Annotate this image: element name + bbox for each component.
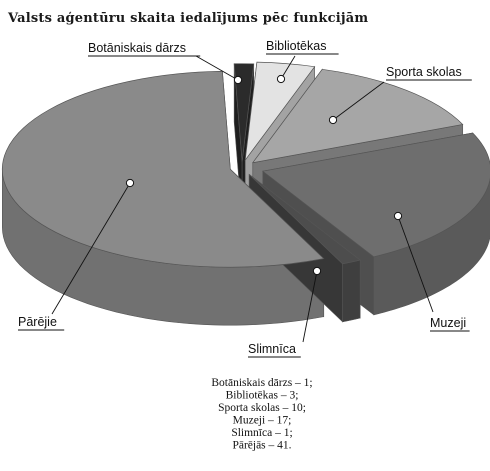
callout-leader-4 [397, 215, 434, 313]
callout-dot-2 [276, 74, 286, 84]
pie-slice-6 [1, 70, 325, 268]
chart-title: Valsts aģentūru skaita iedalījums pēc fu… [7, 11, 368, 26]
callout-label-6: Pārējie [18, 315, 57, 329]
callouts: Botāniskais dārzs Bibliotēkas Sporta skola… [18, 39, 472, 358]
pie-slice-2 [244, 61, 316, 162]
callout-dot-6 [125, 178, 135, 188]
callout-dot-4 [393, 211, 403, 221]
callout-leader-1 [195, 55, 239, 81]
pie-slice-5 [248, 174, 361, 265]
callout-leader-3 [332, 81, 385, 121]
summary-line-3: Sporta skolas – 10; [218, 402, 306, 414]
summary-line-4: Muzeji – 17; [233, 415, 292, 427]
callout-dot-3 [328, 115, 338, 125]
callout-dot-1 [233, 75, 243, 85]
callout-label-4: Muzeji [430, 316, 466, 330]
callout-label-5: Slimnīca [248, 342, 296, 356]
pie-slice-1 [233, 63, 255, 162]
callout-leader-2 [280, 55, 296, 80]
summary-line-1: Botāniskais dārzs – 1; [211, 377, 312, 389]
callout-label-2: Bibliotēkas [266, 39, 326, 53]
summary-line-5: Slimnīca – 1; [231, 427, 292, 439]
callout-leader-5 [302, 270, 318, 343]
callout-label-1: Botāniskais dārzs [88, 41, 186, 55]
pie-tops [1, 61, 490, 268]
callout-label-3: Sporta skolas [386, 65, 462, 79]
pie-slice-rim [342, 259, 361, 323]
callout-leader-6 [51, 182, 131, 315]
callout-dot-5 [312, 266, 322, 276]
summary-line-6: Pārējās – 41. [232, 440, 291, 452]
summary-list: Botāniskais dārzs – 1;Bibliotēkas – 3;Sp… [211, 377, 312, 452]
summary-line-2: Bibliotēkas – 3; [226, 390, 299, 402]
pie-slice-4 [261, 132, 490, 258]
pie-slice-3 [251, 68, 464, 164]
